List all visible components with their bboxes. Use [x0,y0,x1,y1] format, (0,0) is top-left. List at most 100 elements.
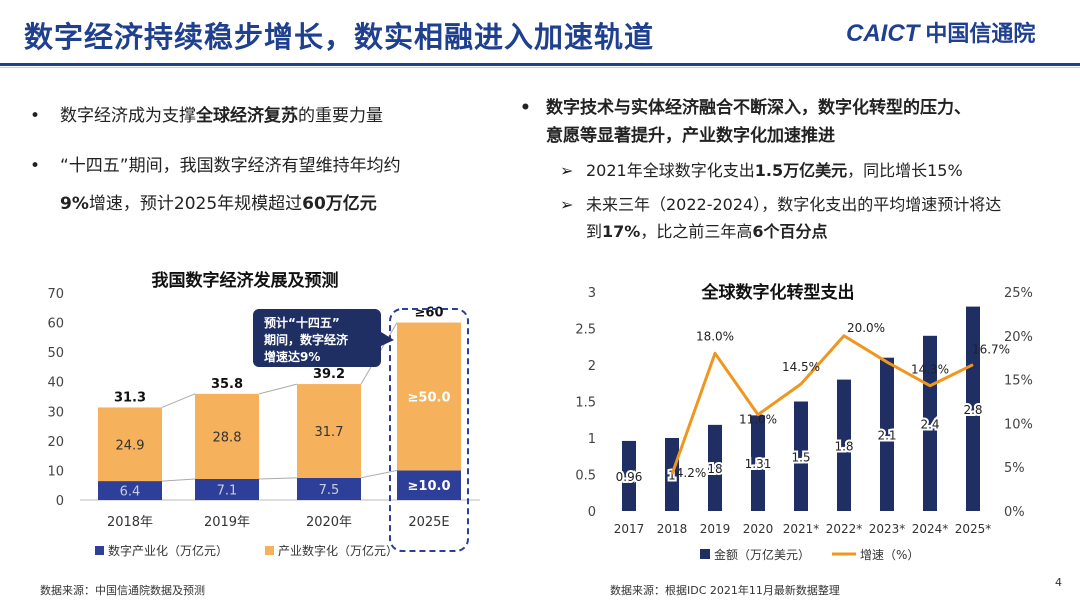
chart1-legend-label: 产业数字化（万亿元） [278,543,398,558]
chart1-legend-label: 数字产业化（万亿元） [108,543,228,558]
chart1-connector-line [161,478,196,482]
chart2-bar-data-label: 2.1 [877,428,896,442]
chart1-connector-line [258,477,298,480]
chart1-category-label: 2018年 [107,515,153,530]
chart1-category-label: 2020年 [306,515,352,530]
chart2-line-data-label: 18.0% [696,329,734,343]
chart1-bar-industrial-digitalization [98,407,162,482]
chart1-bar-industrial-digitalization [397,322,461,471]
bullet-dot: • [30,106,41,126]
chart1-total-label: ≥60 [415,306,444,321]
chart2-line-data-label: 20.0% [847,321,885,335]
right-sub-bullet-2-line1: 未来三年（2022-2024），数字化支出的平均增速预计将达 [586,195,1002,214]
right-bullet-line2: 意愿等显著提升，产业数字化加速推进 [546,126,835,146]
chart2-category-label: 2022* [826,522,863,536]
chart1-data-label: 28.8 [213,430,242,445]
chart2-bar-amount [708,424,722,511]
chart2-category-label: 2017 [614,522,645,536]
left-source-note: 数据来源：中国信通院数据及预测 [40,584,205,597]
chart2-legend-swatch [700,549,710,559]
chart2-bar-data-label: 1 [668,469,676,483]
chart2-bar-amount [923,335,937,511]
left-bullet-1-text: 数字经济成为支撑全球经济复苏的重要力量 [60,106,383,126]
chart1-data-label: ≥10.0 [408,479,451,494]
chart1-ytick-label: 60 [47,317,64,332]
chart2-bar-data-label: 18 [707,462,722,476]
chart2-legend-label: 金额（万亿美元） [714,547,810,562]
chart1-data-label: 24.9 [116,438,145,453]
chart1-total-label: 31.3 [114,390,146,405]
chart2-right-ytick-label: 0% [1004,505,1025,520]
page-number: 4 [1055,576,1062,589]
chart1-legend-swatch [265,546,274,555]
chart2-category-label: 2024* [912,522,949,536]
chart2-bar-data-label: 0.96 [616,470,643,484]
chart2-bar-amount [837,379,851,511]
chart1-data-label: 7.5 [319,483,340,498]
chart1-ytick-label: 10 [47,464,64,479]
chart2-left-ytick-label: 2 [588,359,596,374]
chart2-bar-data-label: 1.8 [834,439,853,453]
chart2-left-ytick-label: 2.5 [575,323,596,338]
chart1-data-label: 6.4 [120,485,141,500]
chart1-ytick-label: 40 [47,376,64,391]
chart1-connector-line [360,469,398,479]
chart1-category-label: 2019年 [204,515,250,530]
chart2-growth-line [670,334,974,475]
chart2-title: 全球数字化转型支出 [701,282,855,303]
chart2-bar-amount [880,357,894,511]
chart1-title: 我国数字经济发展及预测 [152,270,339,291]
chart2-line-data-label: 14.3% [911,363,949,377]
caict-logo: CAICT 中国信通院 [846,16,1035,48]
chart2-left-ytick-label: 1.5 [575,396,596,411]
chart1-connector-line [258,383,298,395]
bullet-dot: • [30,156,41,176]
chart1-connector-line [161,393,196,408]
chart2-category-label: 2021* [783,522,820,536]
right-sub-bullet-1-text: 2021年全球数字化支出1.5万亿美元，同比增长15% [586,161,963,180]
chart2-line-data-label: 4.2% [676,466,707,480]
chart1-legend-swatch [95,546,104,555]
chart2-line-data-label: 11.0% [739,413,777,427]
chart1-data-label: 7.1 [217,484,238,499]
chart2-category-label: 2019 [700,522,731,536]
chart1-callout-text: 增速达9% [264,349,320,364]
chart1-bar-industry-digitization [297,477,361,500]
right-bullet-line1: 数字技术与实体经济融合不断深入，数字化转型的压力、 [546,98,971,118]
chart2-bar-data-label: 2.8 [963,403,982,417]
chart2-bar-amount [665,438,679,511]
chart2-category-label: 2023* [869,522,906,536]
chart1-total-label: 35.8 [211,377,243,392]
chart1-callout-pointer [381,332,394,346]
chart2-right-ytick-label: 10% [1004,417,1033,432]
chart2-bar-data-label: 1.31 [745,457,772,471]
arrow-bullet-icon: ➢ [560,195,574,214]
chart1-ytick-label: 0 [56,494,64,509]
chart2-category-label: 2018 [657,522,688,536]
right-source-note: 数据来源：根据IDC 2021年11月最新数据整理 [610,584,840,597]
chart1-category-label: 2025E [408,515,449,530]
chart2-right-ytick-label: 5% [1004,461,1025,476]
chart1-forecast-highlight-box [389,308,469,552]
chart2-bar-amount [622,440,636,511]
chart1-bar-industry-digitization [397,470,461,500]
chart2-line-data-label: 14.5% [782,360,820,374]
chart2-left-ytick-label: 1 [588,432,596,447]
chart1-callout-text: 预计“十四五” [264,315,340,330]
right-sub-bullet-2-line2: 到17%，比之前三年高6个百分点 [586,222,828,241]
left-bullet-2-line2: 9%增速，预计2025年规模超过60万亿元 [60,194,377,214]
chart2-bar-amount [751,415,765,511]
bullet-dot: • [520,98,531,118]
global-digital-spending-chart: 全球数字化转型支出 0 0.5 1 1.5 2 2.5 3 0% 5% 10% 15% 20% 25% 0.… [575,282,1033,562]
title-divider [0,63,1080,66]
chart2-left-ytick-label: 0.5 [575,469,596,484]
chart2-bar-amount [794,401,808,511]
chart1-ytick-label: 20 [47,435,64,450]
chart1-ytick-label: 30 [47,405,64,420]
chart1-total-label: 39.2 [313,367,345,382]
chart1-bar-industry-digitization [98,481,162,500]
chart2-line-data-label: 16.7% [972,343,1010,357]
chart1-callout-text: 期间，数字经济 [264,332,349,347]
arrow-bullet-icon: ➢ [560,161,574,180]
